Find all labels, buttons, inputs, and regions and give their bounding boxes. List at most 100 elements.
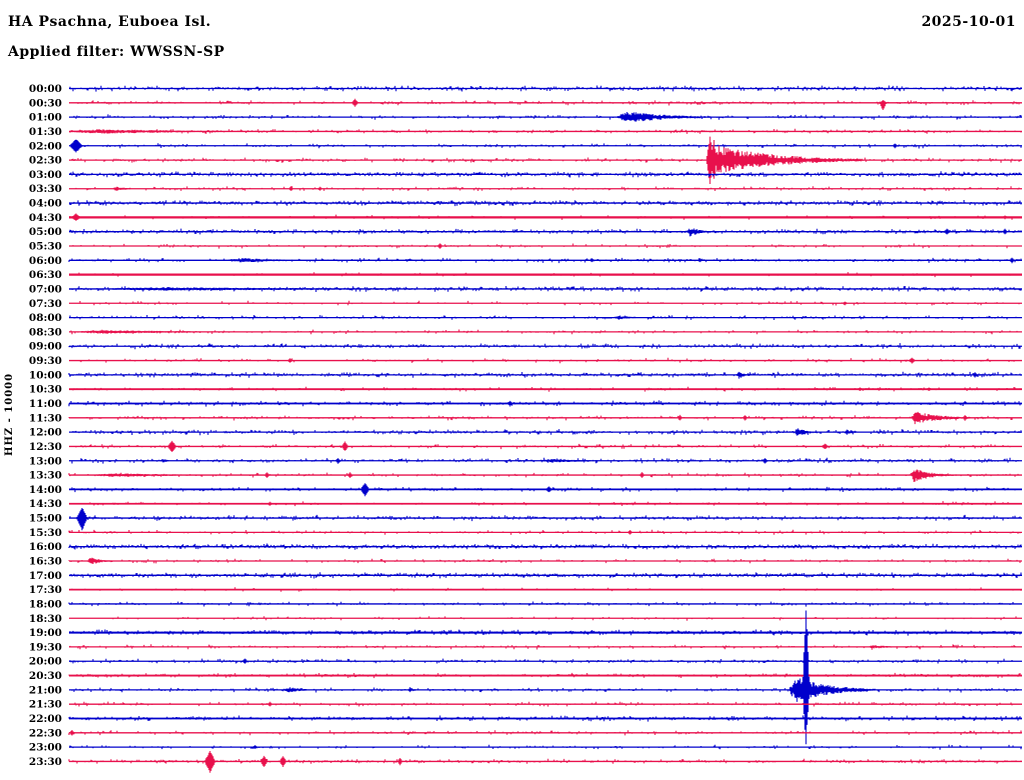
trace-row: 08:00 — [29, 312, 1022, 324]
trace-time-label: 03:30 — [29, 183, 62, 195]
trace-waveform — [68, 469, 1019, 482]
trace-waveform — [72, 386, 1021, 392]
trace-row: 22:00 — [29, 713, 1022, 725]
trace-waveform — [69, 744, 1022, 750]
trace-waveform — [75, 186, 1020, 191]
trace-time-label: 05:00 — [29, 226, 62, 238]
trace-time-label: 17:00 — [29, 570, 62, 582]
trace-waveform — [78, 272, 1011, 278]
trace-waveform — [68, 543, 1022, 550]
trace-row: 12:00 — [29, 427, 1022, 439]
trace-time-label: 18:30 — [29, 613, 62, 625]
trace-waveform — [71, 483, 1016, 497]
trace-time-label: 19:30 — [29, 641, 62, 653]
trace-time-label: 23:30 — [29, 756, 62, 768]
trace-time-label: 04:30 — [29, 212, 62, 224]
trace-waveform — [69, 629, 1021, 636]
trace-waveform — [69, 572, 1022, 579]
trace-waveform — [68, 730, 1022, 736]
trace-waveform — [69, 508, 1021, 531]
trace-waveform — [71, 587, 1022, 592]
trace-row: 02:30 — [29, 136, 1022, 184]
trace-row: 05:00 — [29, 226, 1022, 238]
trace-waveform — [77, 98, 1020, 110]
trace-row: 10:00 — [29, 369, 1022, 381]
trace-waveform — [68, 601, 1014, 607]
trace-time-label: 02:00 — [29, 140, 62, 152]
trace-row: 23:00 — [29, 742, 1022, 754]
trace-time-label: 10:00 — [29, 369, 62, 381]
trace-row: 20:00 — [29, 656, 1022, 668]
trace-waveform — [71, 457, 1019, 464]
trace-time-label: 06:30 — [29, 269, 62, 281]
trace-time-label: 14:30 — [29, 498, 62, 510]
trace-waveform — [74, 701, 1013, 707]
trace-waveform — [72, 428, 1022, 436]
trace-time-label: 07:00 — [29, 284, 62, 296]
trace-row: 17:00 — [29, 570, 1022, 582]
trace-row: 10:30 — [29, 384, 1022, 396]
trace-row: 01:00 — [29, 112, 1022, 124]
trace-waveform — [69, 85, 1022, 92]
trace-time-label: 03:00 — [29, 169, 62, 181]
trace-row: 09:30 — [29, 355, 1022, 367]
trace-row: 02:00 — [29, 139, 1022, 153]
trace-waveform — [69, 228, 1022, 237]
trace-waveform — [69, 315, 1017, 320]
trace-time-label: 10:30 — [29, 384, 62, 396]
trace-time-label: 01:00 — [29, 112, 62, 124]
trace-waveform — [68, 400, 1021, 407]
trace-waveform — [69, 644, 1016, 650]
trace-row: 18:00 — [29, 598, 1022, 610]
trace-time-label: 23:00 — [29, 742, 62, 754]
trace-row: 14:30 — [29, 498, 1022, 510]
trace-waveform — [68, 371, 1022, 379]
trace-time-label: 20:00 — [29, 656, 62, 668]
trace-row: 11:00 — [29, 398, 1022, 410]
trace-row: 17:30 — [29, 584, 1022, 596]
trace-waveform — [68, 751, 1022, 773]
trace-time-label: 14:00 — [29, 484, 62, 496]
trace-waveform — [70, 329, 1018, 335]
trace-waveform — [68, 257, 1022, 264]
trace-time-label: 12:00 — [29, 427, 62, 439]
trace-time-label: 09:00 — [29, 341, 62, 353]
trace-row: 15:30 — [29, 527, 1022, 539]
trace-time-label: 16:00 — [29, 541, 62, 553]
trace-row: 00:30 — [29, 97, 1022, 110]
trace-row: 21:30 — [29, 699, 1022, 711]
trace-time-label: 11:00 — [29, 398, 62, 410]
trace-row: 11:30 — [29, 411, 1022, 424]
trace-waveform — [68, 715, 1021, 722]
trace-waveform — [69, 658, 1013, 664]
trace-waveform — [112, 616, 1017, 621]
trace-time-label: 12:30 — [29, 441, 62, 453]
trace-waveform — [68, 343, 1021, 350]
trace-time-label: 02:30 — [29, 155, 62, 167]
trace-row: 01:30 — [29, 126, 1022, 138]
trace-waveform — [69, 128, 1022, 134]
trace-row: 05:30 — [29, 241, 1022, 253]
trace-time-label: 13:30 — [29, 470, 62, 482]
trace-waveform — [70, 139, 1022, 153]
trace-waveform — [69, 200, 1022, 207]
trace-waveform — [69, 171, 1022, 178]
trace-row: 20:30 — [29, 670, 1022, 682]
trace-row: 09:00 — [29, 341, 1022, 353]
trace-row: 19:00 — [29, 627, 1022, 639]
trace-row: 19:30 — [29, 641, 1022, 653]
trace-row: 13:30 — [29, 469, 1022, 482]
trace-row: 00:00 — [29, 83, 1022, 95]
trace-row: 03:30 — [29, 183, 1022, 195]
trace-waveform — [73, 112, 1022, 122]
trace-row: 06:00 — [29, 255, 1022, 267]
trace-time-label: 21:00 — [29, 684, 62, 696]
trace-row: 13:00 — [29, 455, 1022, 467]
trace-row: 18:30 — [29, 613, 1022, 625]
trace-time-label: 00:30 — [29, 97, 62, 109]
trace-row: 07:00 — [29, 284, 1022, 296]
trace-time-label: 22:30 — [29, 727, 62, 739]
trace-time-label: 15:00 — [29, 513, 62, 525]
